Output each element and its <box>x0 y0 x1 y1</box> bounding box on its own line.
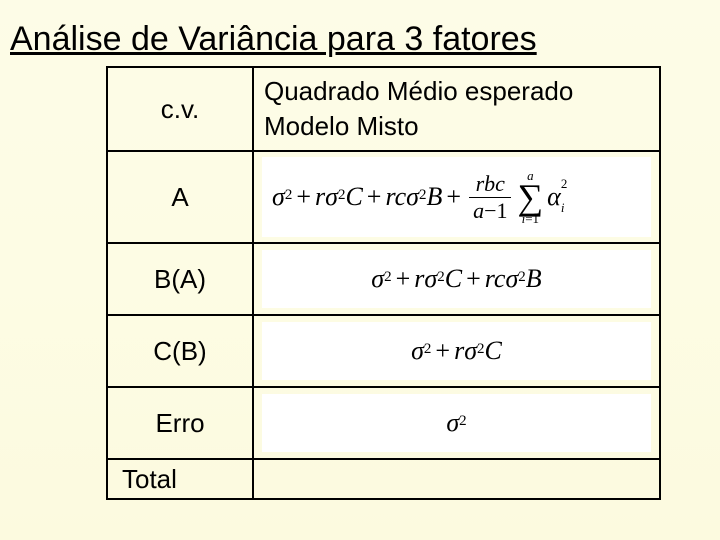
header-left-cell: c.v. <box>107 67 253 151</box>
frac-num: rbc <box>472 171 509 197</box>
plus-icon: + <box>462 264 485 294</box>
sigma: σ <box>406 182 419 212</box>
sup-2: 2 <box>459 413 467 430</box>
header-line2: Modelo Misto <box>264 109 651 144</box>
sum-lower: i=1 <box>522 212 539 225</box>
row-label-Total: Total <box>107 459 253 499</box>
page-title: Análise de Variância para 3 fatores <box>10 20 710 59</box>
row-label-A: A <box>107 151 253 243</box>
sup-2: 2 <box>424 341 432 358</box>
var-C: C <box>445 264 462 294</box>
sup-2: 2 <box>384 269 392 286</box>
sigma: σ <box>464 336 477 366</box>
sigma: σ <box>272 182 285 212</box>
plus-icon: + <box>442 182 465 212</box>
sup-2: 2 <box>518 269 526 286</box>
table-header-row: c.v. Quadrado Médio esperado Modelo Mist… <box>107 67 660 151</box>
var-B: B <box>427 182 443 212</box>
formula-cell-BA: σ2 + rσ2C + rcσ2B <box>253 243 660 315</box>
header-line1: Quadrado Médio esperado <box>264 74 651 109</box>
plus-icon: + <box>392 264 415 294</box>
formula-cell-Total <box>253 459 660 499</box>
summation: a ∑ i=1 <box>517 169 543 226</box>
table-row: Total <box>107 459 660 499</box>
sup-2: 2 <box>285 187 293 204</box>
formula-cell-Erro: σ2 <box>253 387 660 459</box>
anova-table: c.v. Quadrado Médio esperado Modelo Mist… <box>106 66 661 500</box>
sup-2: 2 <box>338 187 346 204</box>
table-row: Erro σ2 <box>107 387 660 459</box>
sigma: σ <box>411 336 424 366</box>
var-rc: rc <box>385 182 406 212</box>
formula-BA: σ2 + rσ2C + rcσ2B <box>262 250 651 308</box>
header-right-cell: Quadrado Médio esperado Modelo Misto <box>253 67 660 151</box>
sigma-big-icon: ∑ <box>517 182 543 213</box>
alpha-term: α 2 i <box>547 182 561 212</box>
sup-2: 2 <box>437 269 445 286</box>
sigma: σ <box>371 264 384 294</box>
row-label-BA: B(A) <box>107 243 253 315</box>
formula-cell-A: σ2 + rσ2C + rcσ2B + rbc a−1 a <box>253 151 660 243</box>
formula-A: σ2 + rσ2C + rcσ2B + rbc a−1 a <box>262 157 651 237</box>
formula-CB: σ2 + rσ2C <box>262 322 651 380</box>
table-row: A σ2 + rσ2C + rcσ2B + rbc a−1 <box>107 151 660 243</box>
var-r: r <box>315 182 325 212</box>
plus-icon: + <box>292 182 315 212</box>
var-r: r <box>454 336 464 366</box>
var-C: C <box>485 336 502 366</box>
sigma: σ <box>505 264 518 294</box>
formula-Erro: σ2 <box>262 394 651 452</box>
frac-den: a−1 <box>469 198 511 224</box>
sigma: σ <box>424 264 437 294</box>
sup-2: 2 <box>419 187 427 204</box>
var-C: C <box>345 182 362 212</box>
var-B: B <box>526 264 542 294</box>
sup-2: 2 <box>477 341 485 358</box>
fraction: rbc a−1 <box>469 171 511 224</box>
table-row: B(A) σ2 + rσ2C + rcσ2B <box>107 243 660 315</box>
formula-cell-CB: σ2 + rσ2C <box>253 315 660 387</box>
var-r: r <box>414 264 424 294</box>
sigma: σ <box>325 182 338 212</box>
row-label-Erro: Erro <box>107 387 253 459</box>
table-row: C(B) σ2 + rσ2C <box>107 315 660 387</box>
plus-icon: + <box>431 336 454 366</box>
row-label-CB: C(B) <box>107 315 253 387</box>
plus-icon: + <box>363 182 386 212</box>
sigma: σ <box>446 408 459 438</box>
var-rc: rc <box>485 264 506 294</box>
